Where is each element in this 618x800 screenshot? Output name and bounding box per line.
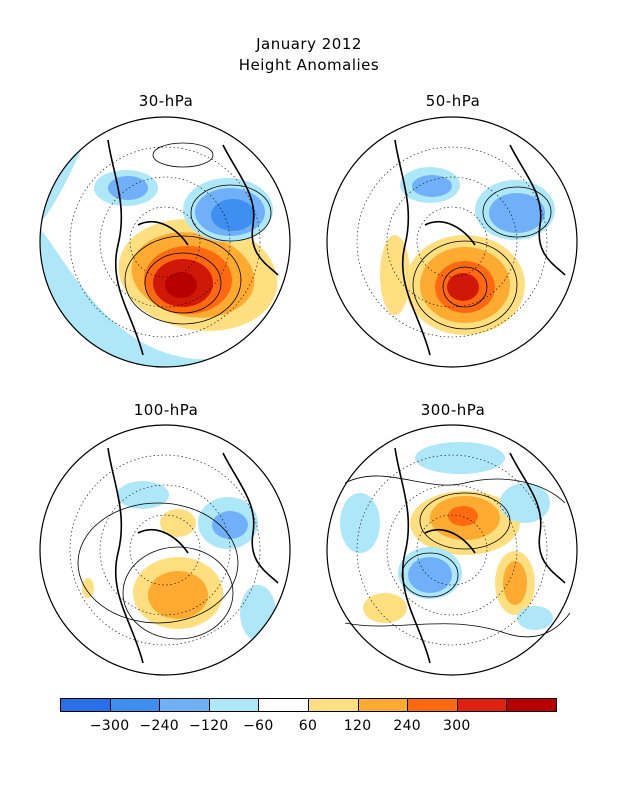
legend-tick-label: −240 [139,718,180,734]
legend-tick-label: −60 [243,718,274,734]
legend-swatch [208,698,260,712]
map-50hpa [326,116,578,368]
panel-label-50hpa: 50-hPa [425,92,481,110]
figure-title: January 2012 [256,35,362,53]
legend-tick-label: 60 [298,718,318,734]
map-300hpa [326,424,578,676]
negative-anomaly-region [40,225,290,367]
legend-swatch [357,698,409,712]
legend-swatch [407,698,458,712]
legend-swatch [60,698,111,712]
legend-swatch [308,698,359,712]
legend-swatch [109,698,161,712]
legend-tick-label: −120 [188,718,229,734]
legend-swatch [258,698,309,712]
legend-swatch [456,698,508,712]
panel-label-30hpa: 30-hPa [138,92,194,110]
color-legend [60,698,557,714]
map-100hpa [39,424,291,676]
figure-subtitle: Height Anomalies [238,56,380,74]
legend-tick-label: 240 [393,718,421,734]
panel-label-300hpa: 300-hPa [420,401,486,419]
legend-swatch [506,698,557,712]
legend-tick-label: 120 [343,718,372,734]
map-30hpa [39,116,291,368]
legend-tick-label: −300 [89,718,130,734]
legend-swatch [159,698,210,712]
panel-label-100hpa: 100-hPa [133,401,199,419]
legend-tick-label: 300 [442,718,471,734]
